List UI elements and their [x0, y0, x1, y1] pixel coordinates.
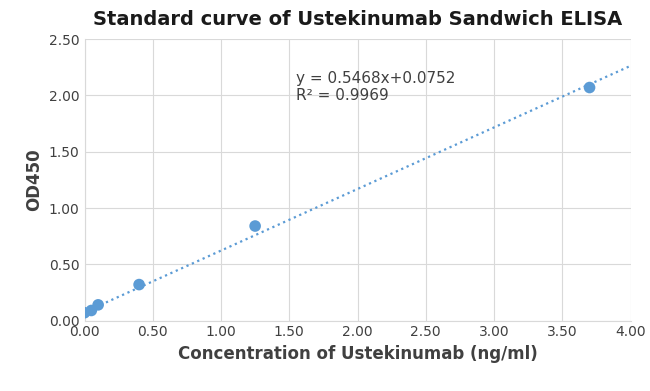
Point [79, 310, 90, 316]
Point [86, 307, 97, 314]
Title: Standard curve of Ustekinumab Sandwich ELISA: Standard curve of Ustekinumab Sandwich E… [93, 10, 622, 29]
X-axis label: Concentration of Ustekinumab (ng/ml): Concentration of Ustekinumab (ng/ml) [177, 345, 538, 363]
Point [584, 84, 595, 91]
Text: y = 0.5468x+0.0752
R² = 0.9969: y = 0.5468x+0.0752 R² = 0.9969 [296, 71, 456, 103]
Point [93, 302, 103, 308]
Point [134, 282, 144, 288]
Point [250, 223, 260, 229]
Y-axis label: OD450: OD450 [25, 149, 44, 211]
